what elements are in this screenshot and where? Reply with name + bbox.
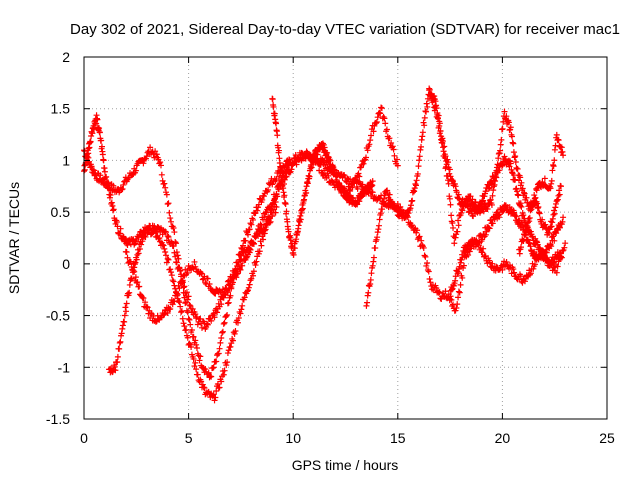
x-tick-label: 5 (185, 430, 193, 446)
y-axis-label: SDTVAR / TECUs (6, 182, 22, 294)
x-tick-label: 10 (285, 430, 301, 446)
plot-area-border (83, 56, 608, 420)
data-point-markers (426, 85, 564, 269)
x-tick-label: 0 (80, 430, 88, 446)
y-tick-label: 1 (62, 152, 70, 168)
y-tick-label: -1.5 (46, 411, 70, 427)
chart-title: Day 302 of 2021, Sidereal Day-to-day VTE… (70, 21, 620, 38)
series-track-8 (426, 85, 564, 269)
series-track-4 (122, 203, 280, 325)
y-tick-label: 0 (62, 256, 70, 272)
grid-lines (84, 57, 607, 419)
x-tick-label: 20 (495, 430, 511, 446)
series-track-9 (516, 131, 567, 257)
y-tick-label: -0.5 (46, 308, 70, 324)
series-track-10 (269, 95, 376, 258)
data-point-markers (516, 131, 567, 257)
data-point-markers (269, 95, 376, 258)
y-tick-label: 1.5 (51, 101, 71, 117)
y-tick-label: 2 (62, 49, 70, 65)
y-tick-label: 0.5 (51, 204, 71, 220)
x-tick-label: 25 (599, 430, 615, 446)
axis-ticks: 0 5 10 15 20 25 -1.5 -1 -0.5 0 0.5 1 1.5 2 (46, 49, 615, 446)
data-point-markers (122, 203, 280, 325)
x-axis-label: GPS time / hours (292, 457, 399, 473)
y-tick-label: -1 (58, 359, 71, 375)
x-tick-label: 15 (390, 430, 406, 446)
data-points (81, 85, 569, 404)
